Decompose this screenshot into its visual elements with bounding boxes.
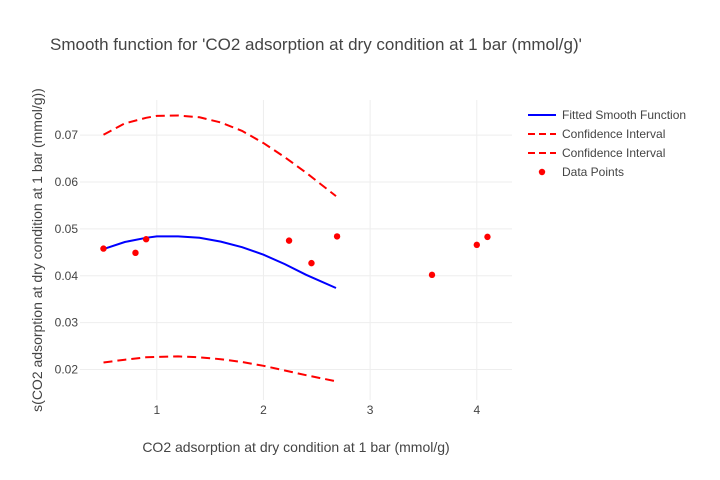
y-tick-label: 0.05 [55, 222, 79, 236]
data-point [132, 249, 139, 257]
x-tick-label: 2 [260, 403, 267, 417]
legend[interactable]: Fitted Smooth Function Confidence Interva… [528, 108, 686, 179]
y-tick-label: 0.07 [55, 128, 79, 142]
y-axis-title: s(CO2 adsorption at dry condition at 1 b… [29, 88, 45, 412]
y-tick-label: 0.06 [55, 175, 79, 189]
data-point [142, 236, 150, 243]
data-point [473, 241, 480, 249]
data-point [333, 233, 341, 240]
grid-layer [80, 100, 512, 400]
x-tick-label: 1 [153, 403, 160, 417]
legend-label: Data Points [562, 165, 624, 179]
legend-label: Confidence Interval [562, 127, 665, 141]
y-tick-label: 0.04 [55, 269, 79, 283]
legend-marker [538, 168, 546, 176]
fitted-smooth-line [103, 235, 337, 289]
confidence-interval-line-1 [103, 114, 337, 197]
data-point [285, 237, 293, 244]
data-point [100, 245, 107, 252]
data-point [308, 259, 315, 267]
y-tick-label: 0.02 [55, 363, 79, 377]
x-tick-label: 4 [473, 403, 480, 417]
confidence-interval-line-2 [103, 355, 337, 383]
y-tick-label: 0.03 [55, 316, 79, 330]
chart-title: Smooth function for 'CO2 adsorption at d… [50, 35, 582, 54]
x-tick-label: 3 [367, 403, 374, 417]
data-point [484, 233, 491, 241]
x-axis-title: CO2 adsorption at dry condition at 1 bar… [142, 439, 449, 455]
series-layer [100, 114, 491, 383]
data-point [428, 271, 436, 279]
legend-label: Confidence Interval [562, 146, 665, 160]
legend-label: Fitted Smooth Function [562, 108, 686, 122]
tick-labels: 1 2 3 4 0.02 0.03 0.04 0.05 0.06 0.07 [55, 128, 481, 417]
